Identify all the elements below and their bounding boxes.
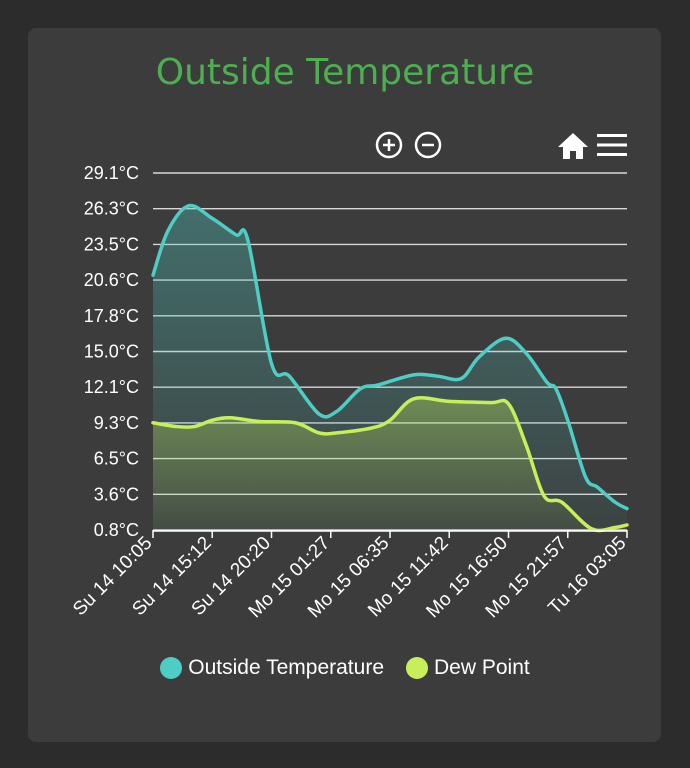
chart-title: Outside Temperature: [155, 52, 535, 93]
y-tick-label: 17.8°C: [84, 306, 139, 326]
chart-legend: Outside Temperature Dew Point: [0, 656, 690, 680]
y-tick-label: 26.3°C: [84, 199, 139, 219]
y-tick-label: 12.1°C: [84, 377, 139, 397]
y-tick-label: 29.1°C: [84, 163, 139, 183]
menu-icon[interactable]: [597, 134, 627, 156]
y-tick-label: 0.8°C: [94, 520, 139, 540]
y-tick-label: 15.0°C: [84, 342, 139, 362]
zoom-out-icon[interactable]: [414, 131, 442, 159]
chart-card: [28, 28, 661, 742]
y-tick-label: 20.6°C: [84, 270, 139, 290]
legend-item-outside-temperature[interactable]: Outside Temperature: [160, 656, 384, 680]
legend-swatch-dew: [406, 657, 428, 679]
legend-item-dew-point[interactable]: Dew Point: [406, 656, 530, 680]
line-outside-temperature: [151, 203, 629, 511]
y-tick-label: 23.5°C: [84, 234, 139, 254]
legend-label-dew: Dew Point: [434, 656, 530, 679]
home-icon[interactable]: [558, 133, 588, 159]
y-tick-label: 6.5°C: [94, 449, 139, 469]
area-dew-point: [153, 397, 627, 531]
legend-label-outside: Outside Temperature: [188, 656, 384, 679]
legend-swatch-outside: [160, 657, 183, 679]
y-tick-label: 3.6°C: [94, 484, 139, 504]
y-tick-label: 9.3°C: [94, 413, 139, 433]
line-dew-point: [151, 396, 629, 533]
zoom-in-icon[interactable]: [375, 131, 403, 159]
